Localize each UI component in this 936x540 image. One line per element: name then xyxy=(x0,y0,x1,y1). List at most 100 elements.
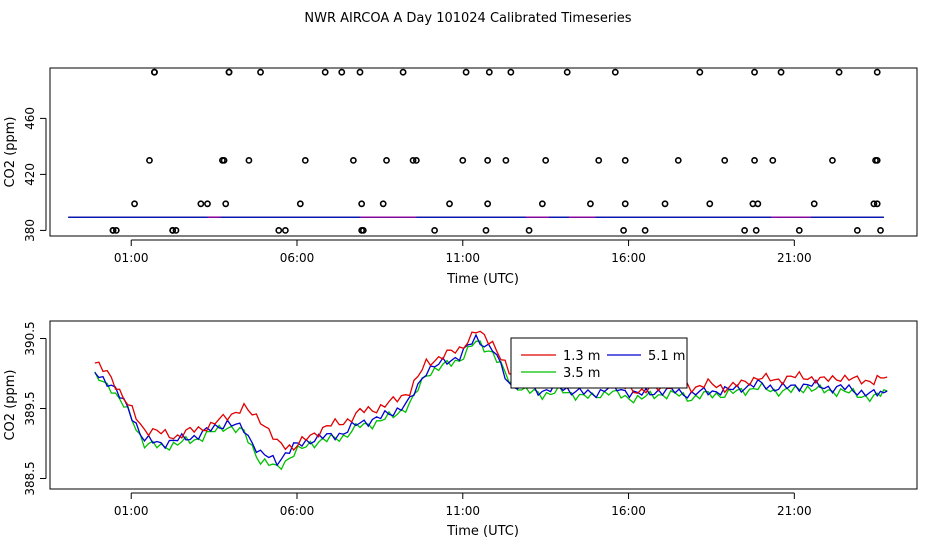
bottom-x-tick-label: 11:00 xyxy=(445,504,480,518)
top-scatter-point xyxy=(777,68,785,76)
top-scatter-point xyxy=(338,68,346,76)
top-scatter-point xyxy=(301,156,309,164)
bottom-x-axis-label: Time (UTC) xyxy=(446,524,519,539)
top-scatter-point xyxy=(873,156,881,164)
top-scatter-point xyxy=(151,68,158,76)
top-scatter-point xyxy=(829,156,836,164)
bottom-panel: 01:00 06:00 11:00 16:00 21:00 388.5 389.5 390.5… xyxy=(3,320,918,539)
top-scatter-point xyxy=(383,156,390,164)
top-scatter-point xyxy=(620,226,627,234)
top-scatter-point xyxy=(706,200,714,208)
bottom-plot-frame xyxy=(49,320,918,490)
top-scatter-point xyxy=(484,200,492,208)
top-scatter-point xyxy=(358,200,366,208)
top-scatter-point xyxy=(462,68,470,76)
top-scatter-point xyxy=(349,156,357,164)
top-scatter-point xyxy=(751,156,758,164)
top-x-tick-label: 11:00 xyxy=(445,251,480,265)
top-x-axis-label: Time (UTC) xyxy=(446,272,519,287)
top-scatter-point xyxy=(873,68,881,76)
legend-label-5-1m: 5.1 m xyxy=(648,349,685,364)
top-scatter-point xyxy=(621,156,629,164)
top-scatter-point xyxy=(595,156,603,164)
bottom-y-tick-label: 389.5 xyxy=(23,391,37,425)
top-scatter-point xyxy=(257,68,264,76)
top-scatter-point xyxy=(399,68,407,76)
top-scatter-point xyxy=(611,68,619,76)
top-y-axis-label: CO2 (ppm) xyxy=(3,116,18,187)
top-scatter-point xyxy=(446,200,453,208)
top-scatter-point xyxy=(204,200,211,208)
top-scatter-point xyxy=(169,226,177,234)
top-scatter-point xyxy=(459,156,467,164)
legend: 1.3 m 5.1 m 3.5 m xyxy=(510,337,688,389)
legend-label-1-3m: 1.3 m xyxy=(563,349,600,364)
top-scatter-point xyxy=(281,226,289,234)
top-scatter-point xyxy=(172,226,180,234)
bottom-x-tick-label: 06:00 xyxy=(280,504,315,518)
top-scatter-point xyxy=(853,226,861,234)
bottom-x-tick-label: 21:00 xyxy=(777,504,812,518)
top-y-tick-label: 380 xyxy=(23,219,37,242)
bottom-y-tick-label: 390.5 xyxy=(23,321,37,355)
bottom-series-line-13m xyxy=(94,330,888,451)
top-scatter-point xyxy=(751,68,758,76)
top-scatter-point xyxy=(112,226,120,234)
bottom-series-lines xyxy=(94,330,888,471)
top-scatter-point xyxy=(222,200,230,208)
bottom-x-tick-label: 01:00 xyxy=(114,504,149,518)
top-scatter-point xyxy=(485,68,493,76)
top-scatter-point xyxy=(379,200,387,208)
top-scatter-point xyxy=(275,226,283,234)
bottom-series-line-51m xyxy=(94,333,888,467)
top-y-tick-label: 460 xyxy=(23,107,37,130)
top-scatter-point xyxy=(525,226,533,234)
top-scatter-point xyxy=(220,156,228,164)
top-x-tick-label: 06:00 xyxy=(280,251,315,265)
figure-title: NWR AIRCOA A Day 101024 Calibrated Times… xyxy=(304,11,631,26)
bottom-x-tick-label: 16:00 xyxy=(611,504,646,518)
top-scatter-point xyxy=(502,156,510,164)
top-scatter-point xyxy=(721,156,729,164)
top-plot-frame xyxy=(49,67,918,237)
top-scatter-point xyxy=(795,226,803,234)
top-scatter-point xyxy=(754,200,762,208)
bottom-axes-ticks: 01:00 06:00 11:00 16:00 21:00 388.5 389.5 390.5 xyxy=(23,321,812,518)
top-scatter-point xyxy=(835,68,843,76)
top-scatter-point xyxy=(769,156,777,164)
top-scatter-point xyxy=(641,226,649,234)
top-scatter-point xyxy=(356,68,364,76)
bottom-series-line-35m xyxy=(94,340,888,471)
top-scatter-point xyxy=(431,226,438,234)
top-scatter-point xyxy=(359,226,367,234)
top-scatter-point xyxy=(696,68,704,76)
top-scatter-point xyxy=(409,156,417,164)
top-y-tick-label: 420 xyxy=(23,163,37,186)
top-scatter-point xyxy=(563,68,571,76)
top-scatter-point xyxy=(146,156,153,164)
top-scatter-point xyxy=(870,200,878,208)
top-scatter-point xyxy=(482,226,490,234)
top-scatter-point xyxy=(621,200,629,208)
top-scatter-point xyxy=(197,200,205,208)
top-x-tick-label: 16:00 xyxy=(611,251,646,265)
top-scatter-point xyxy=(661,200,669,208)
top-scatter-point xyxy=(752,226,760,234)
top-scatter-point xyxy=(538,200,546,208)
top-scatter-point xyxy=(873,200,881,208)
top-scatter-point xyxy=(587,200,594,208)
top-scatter-point xyxy=(484,156,492,164)
top-scatter-point xyxy=(810,200,818,208)
top-x-tick-label: 01:00 xyxy=(114,251,149,265)
top-panel: 01:00 06:00 11:00 16:00 21:00 380 420 460 Time … xyxy=(3,67,918,287)
top-x-tick-label: 21:00 xyxy=(777,251,812,265)
top-scatter-point xyxy=(741,226,748,234)
bottom-y-tick-label: 388.5 xyxy=(23,461,37,495)
legend-label-3-5m: 3.5 m xyxy=(563,366,600,381)
top-scatter-point xyxy=(412,156,420,164)
top-scatter-point xyxy=(674,156,682,164)
top-scatter-point xyxy=(296,200,304,208)
top-scatter-point xyxy=(542,156,550,164)
top-scatter-point xyxy=(507,68,515,76)
